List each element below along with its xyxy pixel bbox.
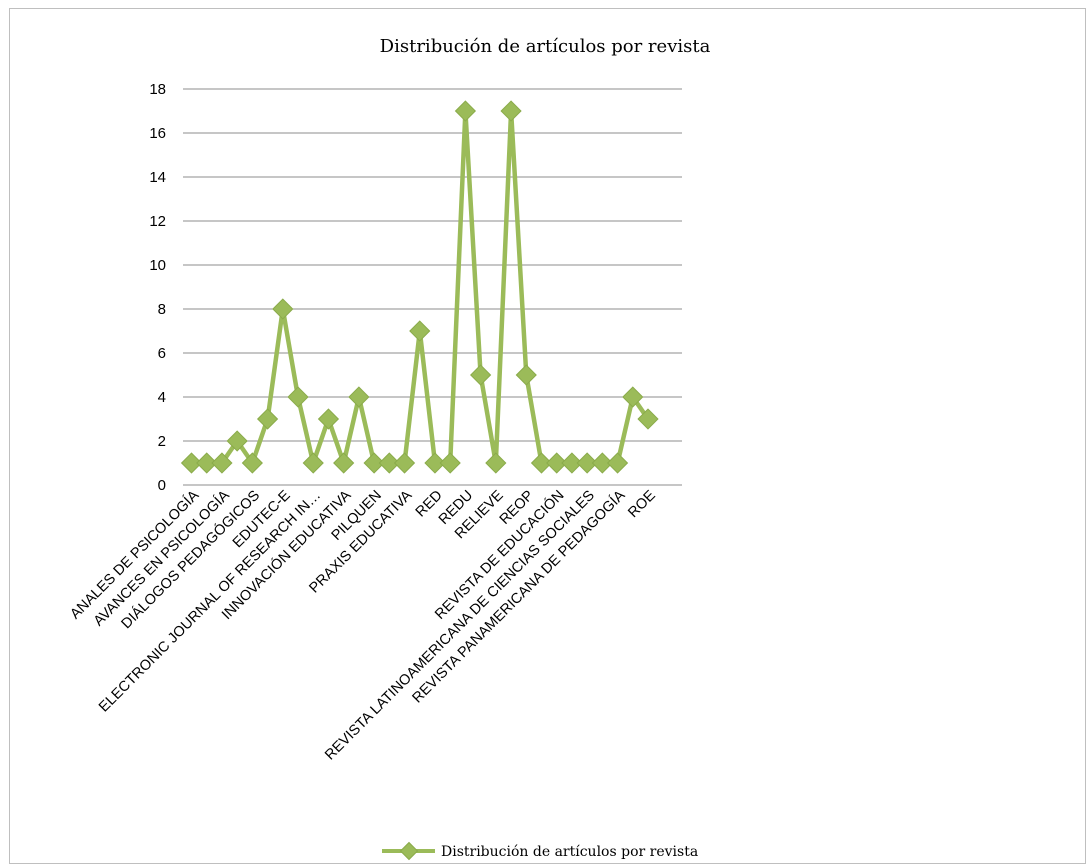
data-point-marker — [530, 452, 553, 474]
data-point-marker — [333, 452, 355, 474]
y-axis-ticks: 0 2 4 6 8 10 12 14 16 18 — [149, 81, 166, 494]
data-point-marker — [226, 430, 248, 452]
data-point-marker — [287, 386, 309, 408]
data-point-marker — [211, 452, 233, 474]
data-point-marker — [409, 320, 431, 342]
series-line-path — [191, 108, 650, 466]
legend: Distribución de artículos por revista — [382, 841, 698, 861]
data-point-marker — [196, 452, 218, 474]
x-tick-label: ELECTRONIC JOURNAL OF RESEARCH IN… — [96, 488, 324, 716]
data-point-marker — [424, 452, 446, 474]
x-tick-label: ROE — [625, 487, 659, 521]
y-tick-label: 12 — [149, 213, 166, 230]
y-tick-label: 6 — [158, 345, 166, 362]
data-point-marker — [272, 298, 294, 320]
legend-label: Distribución de artículos por revista — [441, 844, 698, 860]
y-tick-label: 8 — [158, 301, 166, 318]
y-tick-label: 16 — [149, 125, 166, 142]
y-tick-label: 10 — [149, 257, 166, 274]
data-point-marker — [317, 408, 340, 430]
gridlines — [183, 88, 682, 486]
data-point-marker — [500, 100, 522, 122]
data-point-marker — [256, 408, 279, 430]
data-point-marker — [515, 364, 537, 386]
data-point-marker — [561, 452, 583, 474]
data-point-marker — [546, 452, 568, 474]
data-point-marker — [241, 452, 263, 474]
data-point-marker — [180, 452, 203, 474]
data-point-marker — [348, 386, 370, 408]
data-point-marker — [302, 452, 324, 474]
data-point-marker — [393, 452, 416, 474]
data-point-marker — [439, 452, 461, 474]
y-tick-label: 14 — [149, 169, 166, 186]
data-point-marker — [454, 100, 477, 122]
data-point-marker — [606, 452, 629, 474]
x-tick-label: ANALES DE PSICOLOGÍA — [67, 487, 203, 623]
y-tick-label: 2 — [158, 433, 166, 450]
data-point-marker — [470, 364, 492, 386]
data-point-marker — [637, 408, 659, 430]
chart-title: Distribución de artículos por revista — [380, 36, 711, 57]
chart-area — [9, 8, 1086, 864]
data-point-marker — [378, 452, 400, 474]
data-point-marker — [622, 386, 644, 408]
legend-diamond-icon — [399, 841, 419, 861]
y-tick-label: 0 — [158, 477, 166, 494]
series-line — [180, 100, 659, 474]
y-tick-label: 4 — [158, 389, 166, 406]
data-point-marker — [363, 452, 385, 474]
data-point-marker — [591, 452, 613, 474]
data-point-marker — [576, 452, 598, 474]
y-tick-label: 18 — [149, 81, 166, 98]
data-point-marker — [485, 452, 507, 474]
